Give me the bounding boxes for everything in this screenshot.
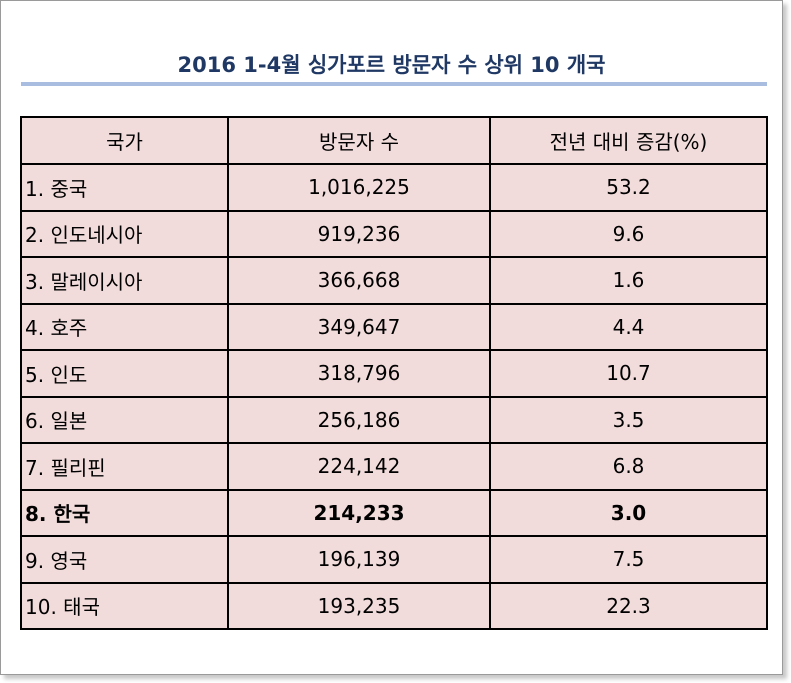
table-row: 4. 호주 349,647 4.4 xyxy=(20,302,768,351)
page-title: 2016 1-4월 싱가포르 방문자 수 상위 10 개국 xyxy=(177,53,606,77)
cell-change: 9.6 xyxy=(489,209,768,258)
cell-country: 2. 인도네시아 xyxy=(20,209,229,258)
header-visitors: 방문자 수 xyxy=(227,116,491,165)
cell-country: 10. 태국 xyxy=(20,581,229,630)
cell-change: 6.8 xyxy=(489,442,768,491)
cell-change: 1.6 xyxy=(489,256,768,305)
cell-change: 22.3 xyxy=(489,581,768,630)
cell-change: 3.5 xyxy=(489,395,768,444)
cell-visitors: 256,186 xyxy=(227,395,491,444)
table-row: 2. 인도네시아 919,236 9.6 xyxy=(20,209,768,258)
cell-country: 9. 영국 xyxy=(20,535,229,584)
cell-visitors: 196,139 xyxy=(227,535,491,584)
table-row: 6. 일본 256,186 3.5 xyxy=(20,395,768,444)
table-row: 10. 태국 193,235 22.3 xyxy=(20,581,768,630)
cell-visitors: 318,796 xyxy=(227,349,491,398)
cell-country: 8. 한국 xyxy=(20,488,229,537)
cell-visitors: 224,142 xyxy=(227,442,491,491)
table-row: 5. 인도 318,796 10.7 xyxy=(20,349,768,398)
cell-country: 1. 중국 xyxy=(20,163,229,212)
cell-visitors: 349,647 xyxy=(227,302,491,351)
image-frame: 2016 1-4월 싱가포르 방문자 수 상위 10 개국 국가 방문자 수 전… xyxy=(0,0,783,675)
cell-visitors: 193,235 xyxy=(227,581,491,630)
cell-country: 7. 필리핀 xyxy=(20,442,229,491)
cell-country: 6. 일본 xyxy=(20,395,229,444)
cell-country: 3. 말레이시아 xyxy=(20,256,229,305)
table-row-highlighted: 8. 한국 214,233 3.0 xyxy=(20,488,768,537)
cell-change: 7.5 xyxy=(489,535,768,584)
table-row: 7. 필리핀 224,142 6.8 xyxy=(20,442,768,491)
cell-visitors: 919,236 xyxy=(227,209,491,258)
table-row: 3. 말레이시아 366,668 1.6 xyxy=(20,256,768,305)
title-underline xyxy=(21,82,767,86)
cell-country: 5. 인도 xyxy=(20,349,229,398)
visitors-table: 국가 방문자 수 전년 대비 증감(%) 1. 중국 1,016,225 53.… xyxy=(20,116,768,630)
cell-visitors: 366,668 xyxy=(227,256,491,305)
header-country: 국가 xyxy=(20,116,229,165)
cell-change: 53.2 xyxy=(489,163,768,212)
cell-country: 4. 호주 xyxy=(20,302,229,351)
header-change: 전년 대비 증감(%) xyxy=(489,116,768,165)
table-header-row: 국가 방문자 수 전년 대비 증감(%) xyxy=(20,116,768,165)
cell-change: 4.4 xyxy=(489,302,768,351)
cell-change: 3.0 xyxy=(489,488,768,537)
cell-change: 10.7 xyxy=(489,349,768,398)
table-row: 1. 중국 1,016,225 53.2 xyxy=(20,163,768,212)
table-row: 9. 영국 196,139 7.5 xyxy=(20,535,768,584)
cell-visitors: 1,016,225 xyxy=(227,163,491,212)
cell-visitors: 214,233 xyxy=(227,488,491,537)
